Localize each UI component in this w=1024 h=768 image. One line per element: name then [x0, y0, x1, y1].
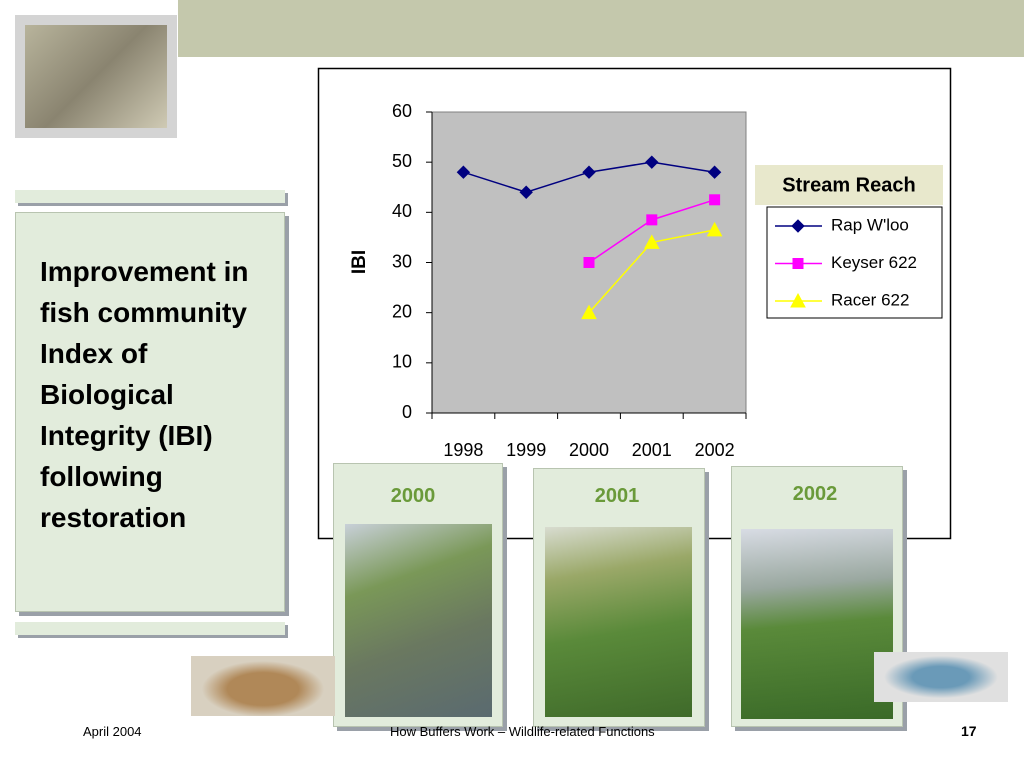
footer-page: 17	[961, 723, 977, 739]
data-point	[581, 304, 597, 320]
slide-title: Improvement in fish community Index of B…	[40, 256, 249, 533]
y-tick-label: 60	[392, 101, 412, 121]
y-tick-label: 10	[392, 352, 412, 372]
photo-2002	[741, 529, 893, 719]
photo-caption: 2000	[390, 485, 436, 507]
title-panel: Improvement in fish community Index of B…	[15, 212, 285, 612]
photo-2000	[345, 524, 492, 717]
y-tick-label: 20	[392, 301, 412, 321]
data-point	[519, 185, 533, 199]
x-tick-label: 1999	[506, 440, 546, 460]
fish-photo	[191, 656, 335, 716]
legend-marker	[790, 292, 806, 308]
legend-marker	[791, 219, 805, 233]
photo-caption: 2001	[594, 485, 640, 507]
panel-bar	[15, 190, 285, 203]
legend-marker	[792, 258, 804, 269]
fish-photo	[874, 652, 1008, 702]
y-tick-label: 30	[392, 251, 412, 271]
photo-caption: 2002	[792, 483, 838, 505]
legend-label: Keyser 622	[831, 253, 917, 272]
data-point	[707, 165, 722, 179]
photo-2001	[545, 527, 692, 717]
y-tick-label: 0	[402, 402, 412, 422]
data-point	[645, 155, 659, 169]
y-tick-label: 50	[392, 151, 412, 171]
data-point	[583, 257, 595, 268]
footer-center: How Buffers Work – Wildlife-related Func…	[390, 724, 655, 739]
footer-date: April 2004	[83, 724, 142, 739]
legend-title-box	[755, 165, 943, 205]
data-point	[709, 194, 721, 206]
x-tick-label: 1998	[443, 440, 483, 460]
x-tick-label: 2001	[632, 440, 672, 460]
data-point	[646, 214, 658, 226]
legend-label: Rap W'loo	[831, 215, 909, 234]
data-point	[706, 221, 723, 237]
legend-label: Racer 622	[831, 290, 909, 309]
panel-bar	[15, 622, 285, 635]
top-band	[178, 0, 1024, 57]
x-tick-label: 2002	[695, 440, 735, 460]
data-point	[456, 165, 471, 179]
y-tick-label: 40	[392, 201, 412, 221]
bird-photo	[15, 15, 177, 138]
x-tick-label: 2000	[569, 440, 609, 460]
y-axis-label: IBI	[349, 250, 370, 274]
data-point	[643, 234, 660, 249]
legend-title: Stream Reach	[782, 174, 915, 196]
data-point	[582, 165, 596, 179]
